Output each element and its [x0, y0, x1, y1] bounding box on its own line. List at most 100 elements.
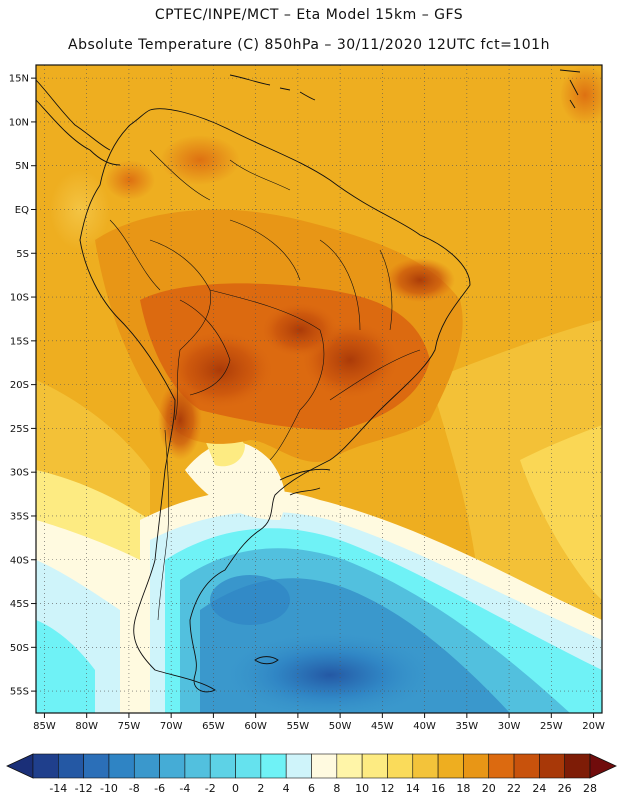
colorbar-label: 24: [532, 782, 546, 795]
colorbar-swatch: [539, 753, 565, 779]
lon-tick-label: 25W: [540, 721, 563, 732]
colorbar-label: 18: [456, 782, 470, 795]
lon-tick-label: 35W: [456, 721, 479, 732]
colorbar-label: -12: [75, 782, 93, 795]
colorbar-swatch: [133, 753, 160, 779]
colorbar-swatch: [58, 753, 84, 779]
field-warm-venezuela: [160, 135, 240, 185]
colorbar-label: -2: [205, 782, 216, 795]
colorbar-swatch: [387, 753, 414, 779]
lat-tick-label: 40S: [10, 555, 29, 566]
lat-tick-label: 45S: [10, 599, 29, 610]
temperature-field: [36, 65, 602, 713]
colorbar: -14 -12 -10 -8 -6 -4 -2 0 2 4 6 8 10 12 14 16 18 20 22 24 26…: [6, 753, 617, 795]
lat-tick-label: EQ: [15, 205, 29, 216]
colorbar-label: 6: [308, 782, 315, 795]
field-cold-patch: [210, 575, 290, 625]
lat-tick-label: 10N: [9, 117, 29, 128]
colorbar-swatch: [32, 753, 59, 779]
country-borders: [109, 149, 421, 621]
colorbar-swatch: [437, 753, 464, 779]
chart-title-line-2: Absolute Temperature (C) 850hPa – 30/11/…: [68, 37, 550, 53]
colorbar-label: 2: [257, 782, 264, 795]
lat-tick-label: 15S: [10, 336, 29, 347]
colorbar-label: 22: [507, 782, 521, 795]
central-america-coastline: [36, 79, 121, 166]
lon-tick-label: 65W: [202, 721, 225, 732]
lat-tick-label: 15N: [9, 74, 29, 85]
colorbar-label: 10: [355, 782, 369, 795]
colorbar-label: 14: [406, 782, 420, 795]
field-coldcore: [220, 630, 440, 713]
longitude-axis: 85W 80W 75W 70W 65W 60W 55W 50W 45W 40W 35W 30W 25W 2…: [33, 713, 605, 732]
colorbar-swatch: [564, 753, 591, 779]
lat-tick-label: 55S: [10, 687, 29, 698]
colorbar-swatch: [83, 753, 110, 779]
colorbar-label: -4: [179, 782, 190, 795]
lat-tick-label: 5N: [15, 161, 29, 172]
colorbar-label: 16: [431, 782, 445, 795]
colorbar-swatch: [412, 753, 439, 779]
colorbar-label: 4: [283, 782, 290, 795]
colorbar-label: 26: [558, 782, 572, 795]
coastlines: [36, 69, 581, 693]
colorbar-swatch: [488, 753, 515, 779]
caribbean-islands: [229, 74, 316, 101]
lon-tick-label: 80W: [75, 721, 98, 732]
lat-tick-label: 5S: [16, 249, 29, 260]
lon-tick-label: 45W: [371, 721, 394, 732]
lat-tick-label: 10S: [10, 293, 29, 304]
colorbar-swatch: [463, 753, 490, 779]
colorbar-swatch: [513, 753, 540, 779]
colorbar-label: 0: [232, 782, 239, 795]
colorbar-swatch: [336, 753, 363, 779]
colorbar-label: -14: [49, 782, 67, 795]
lat-tick-label: 25S: [10, 424, 29, 435]
colorbar-swatch: [159, 753, 186, 779]
lon-tick-label: 85W: [33, 721, 56, 732]
lon-tick-label: 60W: [244, 721, 267, 732]
lon-tick-label: 75W: [118, 721, 141, 732]
colorbar-swatch: [209, 753, 236, 779]
field-4c-pacific: [36, 620, 95, 713]
uruguay-border: [279, 468, 331, 496]
colorbar-swatch: [311, 753, 338, 779]
map-frame: [35, 64, 603, 714]
lon-tick-label: 30W: [498, 721, 521, 732]
field-hot-argentina-north: [158, 380, 202, 460]
colorbar-label: 20: [482, 782, 496, 795]
lon-tick-label: 50W: [329, 721, 352, 732]
border-brazil-states: [229, 219, 421, 401]
falkland-islands: [254, 656, 279, 665]
graticule: [36, 65, 602, 713]
field-8c-argentina: [185, 441, 286, 520]
lon-tick-label: 20W: [582, 721, 605, 732]
south-america-coastline: [79, 108, 471, 693]
colorbar-swatch: [285, 753, 312, 779]
colorbar-under-triangle: [6, 753, 34, 779]
colorbar-label: 28: [583, 782, 597, 795]
colorbar-label: 12: [380, 782, 394, 795]
field-hot-center: [260, 302, 340, 358]
field-pale-pacific-north: [50, 170, 110, 250]
lat-tick-label: 20S: [10, 380, 29, 391]
lat-tick-label: 30S: [10, 468, 29, 479]
field-warm-colombia: [105, 160, 155, 200]
colorbar-label: -10: [100, 782, 118, 795]
lon-tick-label: 40W: [413, 721, 436, 732]
field-hot-northeast: [385, 258, 455, 302]
lat-tick-label: 50S: [10, 643, 29, 654]
latitude-axis: 15N 10N 5N EQ 5S 10S 15S 20S 25S 30S 35S 40S 45S 50S 5…: [9, 74, 36, 698]
colorbar-swatch: [235, 753, 262, 779]
caribbean-island-chain: [559, 69, 581, 109]
colorbar-swatch: [361, 753, 388, 779]
field-14c-atlantic: [520, 425, 602, 600]
chart-title-line-1: CPTEC/INPE/MCT – Eta Model 15km – GFS: [154, 7, 464, 23]
lon-tick-label: 55W: [287, 721, 310, 732]
border-bolivia: [179, 299, 231, 396]
colorbar-label: -6: [154, 782, 165, 795]
border-brazil-west: [149, 239, 211, 421]
colorbar-swatch: [260, 753, 287, 779]
